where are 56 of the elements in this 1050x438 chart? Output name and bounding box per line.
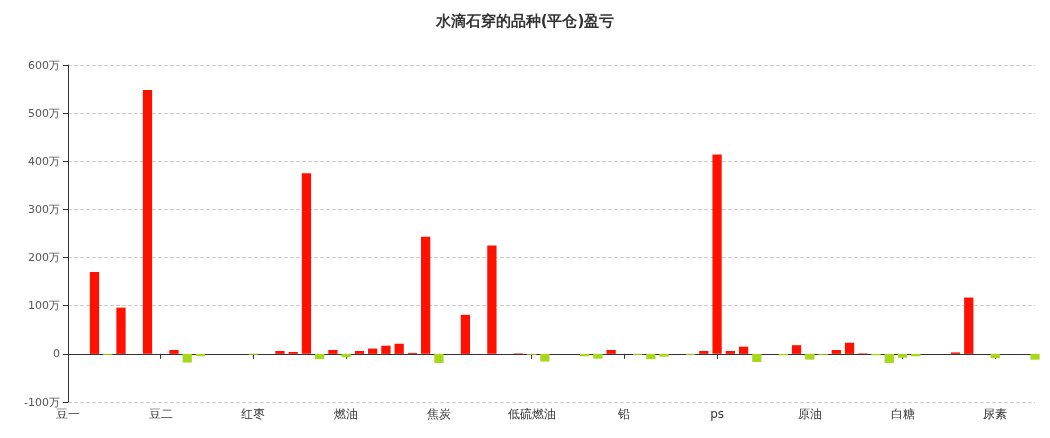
bar <box>301 173 312 354</box>
y-tick-label: 600万 <box>28 58 60 72</box>
bar <box>593 353 603 359</box>
x-tick-label: 低硫燃油 <box>507 407 556 421</box>
bar <box>659 353 669 357</box>
bar <box>791 345 802 354</box>
bar <box>89 272 100 354</box>
x-tick-label: 白糖 <box>890 407 915 421</box>
bar <box>394 343 404 354</box>
bar <box>421 236 431 354</box>
bar <box>990 353 1000 359</box>
bar <box>315 353 325 360</box>
bar <box>182 353 192 363</box>
x-tick-label: 焦炭 <box>426 407 451 421</box>
bar <box>328 350 338 354</box>
bar <box>884 353 894 363</box>
y-tick-label: 100万 <box>28 299 60 313</box>
bar <box>434 353 444 363</box>
bar <box>831 350 841 354</box>
bar <box>964 297 974 354</box>
bar <box>712 154 722 354</box>
y-tick-label: 300万 <box>28 202 60 216</box>
x-tick-label: 铅 <box>617 407 631 421</box>
x-tick-label: ps <box>710 407 725 421</box>
bar <box>699 350 709 354</box>
bar <box>844 342 855 354</box>
chart-title: 水滴石穿的品种(平仓)盈亏 <box>434 11 615 30</box>
bar <box>646 353 656 360</box>
bar <box>1030 353 1040 360</box>
x-tick-label: 原油 <box>797 407 822 421</box>
y-tick-label: 0 <box>53 347 60 361</box>
y-tick-label: 500万 <box>28 106 60 120</box>
bar <box>354 350 365 354</box>
y-tick-label: 400万 <box>28 154 60 168</box>
bar <box>805 353 815 360</box>
y-tick-label: 200万 <box>28 251 60 265</box>
bar <box>368 348 378 354</box>
bar <box>540 353 550 362</box>
bar <box>897 353 908 358</box>
bar <box>116 307 126 354</box>
bar <box>142 90 153 354</box>
bar <box>725 350 735 354</box>
bar <box>460 314 471 354</box>
bar <box>381 345 391 354</box>
bar <box>275 350 285 354</box>
bar <box>169 350 179 354</box>
bar <box>738 346 749 354</box>
x-tick-label: 尿素 <box>983 407 1008 421</box>
bar <box>752 353 762 363</box>
y-tick-label: -100万 <box>24 395 60 409</box>
bar <box>487 245 497 354</box>
bar <box>606 350 616 354</box>
x-tick-label: 豆二 <box>148 407 173 421</box>
x-tick-label: 燃油 <box>334 407 359 421</box>
x-tick-label: 豆一 <box>56 407 80 421</box>
x-tick-label: 红枣 <box>241 407 266 421</box>
